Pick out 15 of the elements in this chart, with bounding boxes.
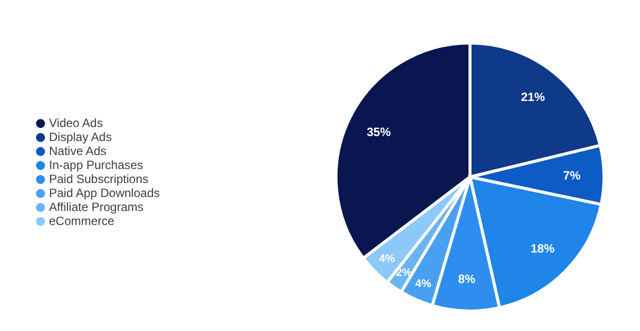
legend-label: Paid App Downloads [49, 186, 160, 200]
legend-label: Native Ads [49, 144, 106, 158]
legend-label: Paid Subscriptions [49, 172, 148, 186]
data-label: 7% [563, 168, 581, 182]
data-label: 21% [520, 90, 546, 104]
legend-label: Display Ads [49, 130, 112, 144]
data-label: 8% [458, 272, 476, 286]
data-label: 18% [530, 241, 555, 256]
legend-label: eCommerce [49, 214, 114, 228]
legend-label: Video Ads [49, 116, 103, 130]
data-label: 35% [366, 124, 392, 139]
data-label: 4% [378, 252, 396, 265]
legend-label: In-app Purchases [49, 158, 144, 172]
data-label: 4% [415, 278, 432, 290]
legend-label: Affiliate Programs [49, 200, 144, 214]
